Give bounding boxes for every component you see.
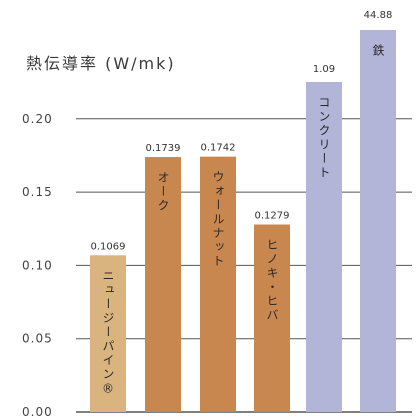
bar [306,82,342,412]
data-label: 0.1069 [91,241,126,252]
y-tick-label: 0.05 [22,332,53,346]
data-label: 44.88 [364,10,393,21]
category-label: ウォールナット [211,170,225,268]
data-label: 0.1739 [146,143,181,154]
y-tick-label: 0.15 [22,185,53,199]
category-label: 鉄 [371,43,385,58]
bar [90,255,126,412]
y-tick-label: 0.20 [22,112,53,126]
category-label: ニュージーパイン® [101,269,115,397]
bar [200,156,236,412]
y-axis-label: 熱伝導率 (W/mk) [26,54,176,73]
data-label: 0.1279 [255,210,290,221]
bar [145,157,181,412]
category-label: コンクリート [317,96,331,180]
category-label: ヒノキ・ヒバ [265,238,279,322]
data-label: 1.09 [313,64,335,75]
y-tick-label: 0.10 [22,258,53,272]
bar [254,224,290,412]
data-label: 0.1742 [201,143,236,154]
y-tick-label: 0.00 [22,405,53,418]
category-label: オーク [156,171,170,213]
bar [360,30,396,412]
